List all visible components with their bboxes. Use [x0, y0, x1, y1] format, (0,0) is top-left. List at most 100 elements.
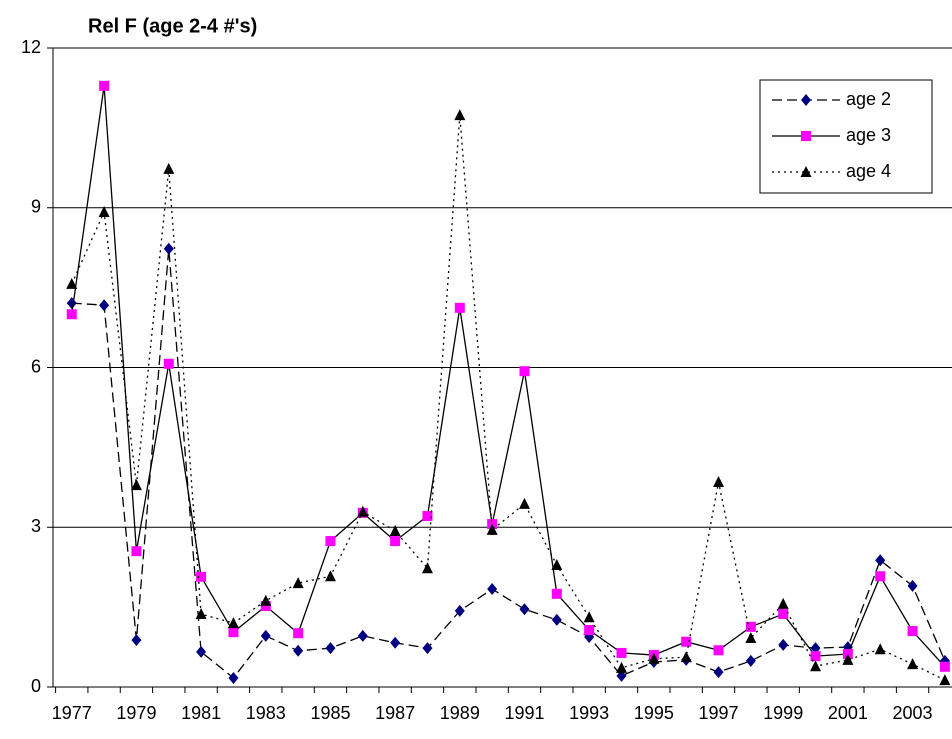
- marker: [713, 645, 724, 656]
- y-tick-label: 12: [21, 37, 41, 57]
- marker: [745, 621, 756, 632]
- marker: [357, 505, 369, 517]
- marker: [454, 109, 466, 121]
- marker: [875, 554, 886, 567]
- marker: [801, 131, 811, 141]
- y-tick-label: 9: [31, 197, 41, 217]
- marker: [551, 613, 562, 626]
- y-tick-label: 6: [31, 356, 41, 376]
- marker: [390, 636, 401, 649]
- marker: [422, 642, 433, 655]
- marker: [778, 609, 789, 620]
- marker: [551, 559, 563, 571]
- marker: [745, 654, 756, 667]
- marker: [66, 277, 78, 289]
- marker: [228, 627, 239, 638]
- x-tick-label: 1983: [246, 703, 286, 723]
- series-line: [71, 85, 946, 668]
- marker: [195, 608, 207, 620]
- marker: [810, 660, 822, 672]
- marker: [939, 661, 950, 672]
- x-tick-label: 1977: [52, 703, 92, 723]
- legend-label: age 2: [846, 89, 891, 109]
- marker: [648, 652, 660, 664]
- y-tick-label: 3: [31, 516, 41, 536]
- marker: [713, 666, 724, 679]
- x-tick-label: 2001: [828, 703, 868, 723]
- marker: [551, 588, 562, 599]
- marker: [293, 628, 304, 639]
- marker: [616, 661, 628, 673]
- marker: [66, 297, 77, 310]
- marker: [519, 603, 530, 616]
- marker: [260, 601, 271, 612]
- marker: [777, 597, 789, 609]
- marker: [227, 617, 239, 629]
- marker: [681, 636, 692, 647]
- marker: [293, 644, 304, 657]
- marker: [228, 671, 239, 684]
- marker: [874, 643, 886, 655]
- marker: [454, 302, 465, 313]
- marker: [801, 94, 811, 106]
- marker: [292, 577, 304, 589]
- marker: [584, 625, 595, 636]
- marker: [486, 523, 498, 535]
- marker: [907, 579, 918, 592]
- marker: [260, 594, 272, 606]
- marker: [518, 497, 530, 509]
- marker: [66, 309, 77, 320]
- marker: [583, 611, 595, 623]
- x-tick-label: 1981: [181, 703, 221, 723]
- marker: [421, 562, 433, 574]
- x-tick-label: 1997: [698, 703, 738, 723]
- marker: [389, 524, 401, 536]
- series-line: [71, 248, 946, 679]
- marker: [196, 645, 207, 658]
- marker: [163, 242, 174, 255]
- legend: age 2 age 3 age 4: [759, 79, 933, 194]
- marker: [131, 546, 142, 557]
- x-tick-label: 1991: [504, 703, 544, 723]
- marker: [325, 536, 336, 547]
- marker: [842, 653, 854, 665]
- marker: [99, 80, 110, 91]
- x-tick-label: 1993: [569, 703, 609, 723]
- marker: [196, 571, 207, 582]
- marker: [680, 651, 692, 663]
- marker: [324, 570, 336, 582]
- marker: [422, 511, 433, 522]
- x-tick-label: 1987: [375, 703, 415, 723]
- x-tick-label: 1985: [310, 703, 350, 723]
- marker: [810, 651, 821, 662]
- legend-label: age 4: [846, 161, 891, 181]
- marker: [357, 629, 368, 642]
- x-tick-label: 1989: [440, 703, 480, 723]
- marker: [745, 632, 757, 644]
- x-tick-label: 1979: [116, 703, 156, 723]
- marker: [163, 358, 174, 369]
- marker: [260, 629, 271, 642]
- x-tick-label: 1999: [763, 703, 803, 723]
- marker: [907, 658, 919, 670]
- marker: [778, 638, 789, 651]
- chart-title: Rel F (age 2-4 #'s): [88, 15, 257, 37]
- marker: [487, 583, 498, 596]
- marker: [325, 642, 336, 655]
- marker: [99, 299, 110, 312]
- marker: [939, 674, 951, 686]
- x-tick-label: 2003: [893, 703, 933, 723]
- marker: [907, 626, 918, 637]
- marker: [713, 475, 725, 487]
- x-tick-label: 1995: [634, 703, 674, 723]
- marker: [98, 206, 110, 218]
- marker: [616, 647, 627, 658]
- y-tick-label: 0: [31, 676, 41, 696]
- legend-label: age 3: [846, 125, 891, 145]
- series-line: [71, 115, 946, 681]
- marker: [800, 166, 812, 177]
- marker: [131, 634, 142, 647]
- marker: [163, 162, 175, 174]
